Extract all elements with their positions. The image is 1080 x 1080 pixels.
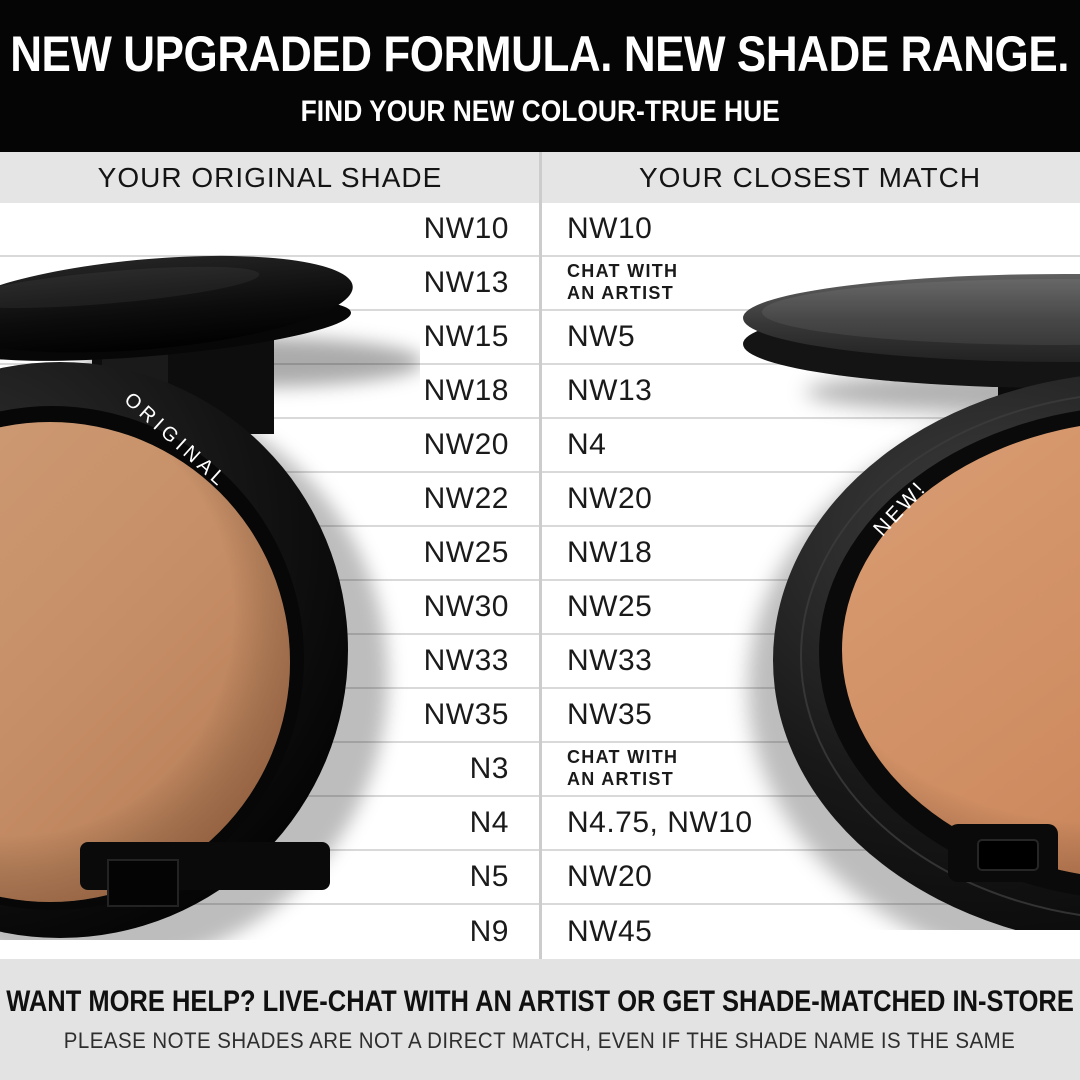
shade-table-body: NW10 NW10 NW13 CHAT WITH AN ARTIST NW15 NW5 NW… bbox=[0, 203, 1080, 959]
footer-banner: WANT MORE HELP? LIVE-CHAT WITH AN ARTIST… bbox=[0, 959, 1080, 1080]
new-compact-image: NEW! bbox=[743, 274, 1080, 930]
original-shade-cell: N4 bbox=[469, 806, 509, 839]
original-shade-cell: NW30 bbox=[423, 590, 509, 623]
original-shade-cell: N9 bbox=[469, 915, 509, 948]
closest-match-cell: CHAT WITH AN ARTIST bbox=[567, 261, 679, 303]
closest-match-cell: NW13 bbox=[567, 374, 653, 407]
page-subtitle: FIND YOUR NEW COLOUR-TRUE HUE bbox=[300, 95, 780, 128]
closest-match-cell: N4.75, NW10 bbox=[567, 806, 753, 839]
original-shade-cell: NW20 bbox=[423, 428, 509, 461]
footer-help-text: WANT MORE HELP? LIVE-CHAT WITH AN ARTIST… bbox=[6, 985, 1074, 1018]
closest-match-cell: NW5 bbox=[567, 320, 636, 353]
original-shade-cell: NW18 bbox=[423, 374, 509, 407]
table-row: N9 NW45 bbox=[0, 905, 1080, 959]
original-shade-cell: NW33 bbox=[423, 644, 509, 677]
closest-match-cell: NW45 bbox=[567, 915, 653, 948]
page-title: NEW UPGRADED FORMULA. NEW SHADE RANGE. bbox=[10, 26, 1070, 82]
footer-disclaimer-text: PLEASE NOTE SHADES ARE NOT A DIRECT MATC… bbox=[64, 1028, 1016, 1053]
closest-match-cell: NW18 bbox=[567, 536, 653, 569]
original-shade-cell: NW22 bbox=[423, 482, 509, 515]
original-base bbox=[0, 362, 348, 938]
closest-match-cell: NW35 bbox=[567, 698, 653, 731]
original-lid bbox=[0, 255, 353, 361]
closest-match-cell: NW20 bbox=[567, 860, 653, 893]
closest-match-cell: NW33 bbox=[567, 644, 653, 677]
closest-match-cell: CHAT WITH AN ARTIST bbox=[567, 747, 679, 789]
closest-match-cell: NW20 bbox=[567, 482, 653, 515]
original-shade-cell: NW10 bbox=[423, 212, 509, 245]
original-shade-cell: NW15 bbox=[423, 320, 509, 353]
original-compact-image: ORIGINAL bbox=[0, 255, 420, 940]
new-base bbox=[773, 376, 1080, 930]
original-shade-cell: N3 bbox=[469, 752, 509, 785]
header-banner: NEW UPGRADED FORMULA. NEW SHADE RANGE. F… bbox=[0, 0, 1080, 152]
original-shade-cell: N5 bbox=[469, 860, 509, 893]
original-shade-cell: NW35 bbox=[423, 698, 509, 731]
closest-match-cell: NW10 bbox=[567, 212, 653, 245]
column-divider-line bbox=[539, 152, 542, 959]
column-header-original-shade: YOUR ORIGINAL SHADE bbox=[97, 161, 443, 193]
new-lid bbox=[743, 274, 1080, 388]
closest-match-cell: N4 bbox=[567, 428, 607, 461]
original-shade-cell: NW13 bbox=[423, 266, 509, 299]
original-shade-cell: NW25 bbox=[423, 536, 509, 569]
closest-match-cell: NW25 bbox=[567, 590, 653, 623]
column-header-closest-match: YOUR CLOSEST MATCH bbox=[638, 161, 982, 193]
new-clasp bbox=[948, 824, 1058, 882]
original-clasp bbox=[80, 842, 330, 907]
